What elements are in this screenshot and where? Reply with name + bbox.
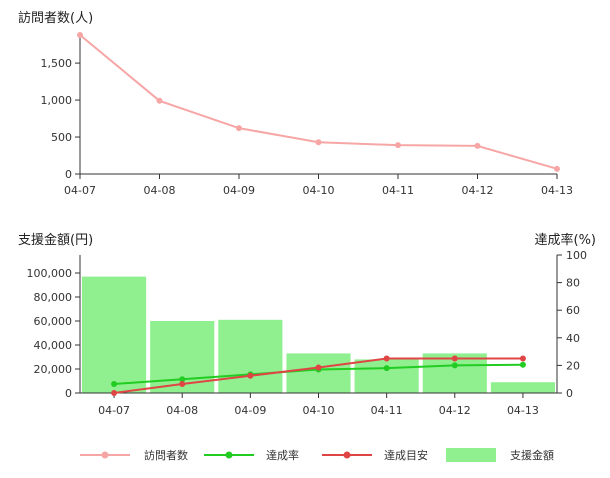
visitors-y-tick-label: 1,500 [41, 57, 73, 70]
funding-x-tick-label: 04-10 [303, 404, 335, 417]
visitors-point [156, 97, 163, 104]
legend-label-target: 達成目安 [384, 448, 428, 462]
funding-lines [111, 355, 526, 396]
legend-item-amount[interactable]: 支援金額 [446, 448, 554, 462]
legend-item-target[interactable]: 達成目安 [322, 448, 428, 462]
rate-y-tick-label: 40 [566, 332, 580, 345]
target-point [519, 355, 526, 362]
visitors-axes: 0 500 1,000 1,500 04-07 04-08 04-09 04-10 04-11 0… [41, 35, 573, 197]
rate-point [179, 376, 186, 383]
funding-chart-left-title: 支援金額(円) [18, 232, 93, 248]
funding-y-tick-label: 20,000 [34, 363, 73, 376]
legend-item-visitors[interactable]: 訪問者数 [80, 448, 188, 462]
legend-label-amount: 支援金額 [510, 448, 554, 462]
visitors-y-tick-label: 1,000 [41, 94, 73, 107]
visitors-point [395, 142, 401, 149]
visitors-x-tick-label: 04-10 [303, 184, 335, 197]
funding-y-tick-label: 100,000 [27, 267, 73, 280]
legend-marker-visitors [101, 451, 109, 459]
target-point [383, 355, 390, 362]
visitors-x-tick-label: 04-07 [64, 184, 96, 197]
visitors-chart: 訪問者数(人) 0 500 1,000 1,500 04-07 04-08 04-09 04-… [18, 10, 573, 197]
visitors-point [236, 125, 242, 132]
funding-bar [286, 353, 351, 393]
funding-y-tick-label: 80,000 [34, 291, 73, 304]
legend-marker-rate [225, 451, 233, 459]
visitors-point [77, 32, 83, 38]
funding-x-tick-label: 04-12 [439, 404, 471, 417]
rate-point [383, 365, 390, 372]
visitors-chart-title: 訪問者数(人) [18, 10, 93, 26]
visitors-line [79, 34, 558, 170]
funding-chart: 支援金額(円) 達成率(%) 0 20,000 40,000 60,000 80,000… [18, 232, 596, 417]
visitors-x-tick-label: 04-11 [382, 184, 414, 197]
legend-label-visitors: 訪問者数 [144, 448, 188, 462]
funding-chart-right-title: 達成率(%) [535, 232, 597, 248]
funding-bars [82, 276, 555, 393]
funding-bar [82, 276, 147, 393]
rate-y-tick-label: 0 [566, 387, 573, 400]
visitors-x-tick-label: 04-12 [462, 184, 494, 197]
target-point [247, 372, 254, 379]
legend-swatch-amount [446, 448, 496, 462]
visitors-point [315, 139, 322, 146]
visitors-point [474, 142, 481, 149]
rate-point [451, 362, 458, 369]
legend-item-rate[interactable]: 達成率 [204, 448, 299, 462]
funding-x-tick-label: 04-09 [234, 404, 266, 417]
target-point [179, 381, 186, 388]
legend-marker-target [343, 451, 351, 459]
rate-y-tick-label: 80 [566, 277, 580, 290]
funding-bar [354, 359, 419, 393]
visitors-x-tick-label: 04-08 [144, 184, 176, 197]
target-point [315, 364, 322, 371]
chart-legend: 訪問者数 達成率 達成目安 支援金額 [80, 448, 554, 462]
funding-x-tick-label: 04-11 [371, 404, 403, 417]
funding-y-tick-label: 0 [65, 387, 72, 400]
funding-axes: 0 20,000 40,000 60,000 80,000 100,000 0 20 40 60 8… [27, 249, 588, 417]
rate-y-tick-label: 100 [566, 249, 587, 262]
target-point [111, 390, 118, 396]
visitors-point [554, 165, 560, 172]
funding-y-tick-label: 60,000 [34, 315, 73, 328]
rate-y-tick-label: 20 [566, 359, 580, 372]
visitors-y-tick-label: 0 [65, 168, 72, 181]
visitors-x-tick-label: 04-09 [223, 184, 255, 197]
funding-x-tick-label: 04-13 [507, 404, 539, 417]
legend-label-rate: 達成率 [266, 448, 299, 462]
visitors-y-tick-label: 500 [51, 131, 72, 144]
visitors-marks [77, 32, 560, 172]
rate-y-tick-label: 60 [566, 304, 580, 317]
rate-point [519, 361, 526, 368]
funding-bar [218, 319, 283, 393]
funding-x-tick-label: 04-07 [98, 404, 130, 417]
rate-point [111, 381, 118, 388]
funding-y-tick-label: 40,000 [34, 339, 73, 352]
visitors-x-tick-label: 04-13 [541, 184, 573, 197]
funding-bar [490, 382, 555, 393]
funding-x-tick-label: 04-08 [166, 404, 198, 417]
target-point [451, 355, 458, 362]
